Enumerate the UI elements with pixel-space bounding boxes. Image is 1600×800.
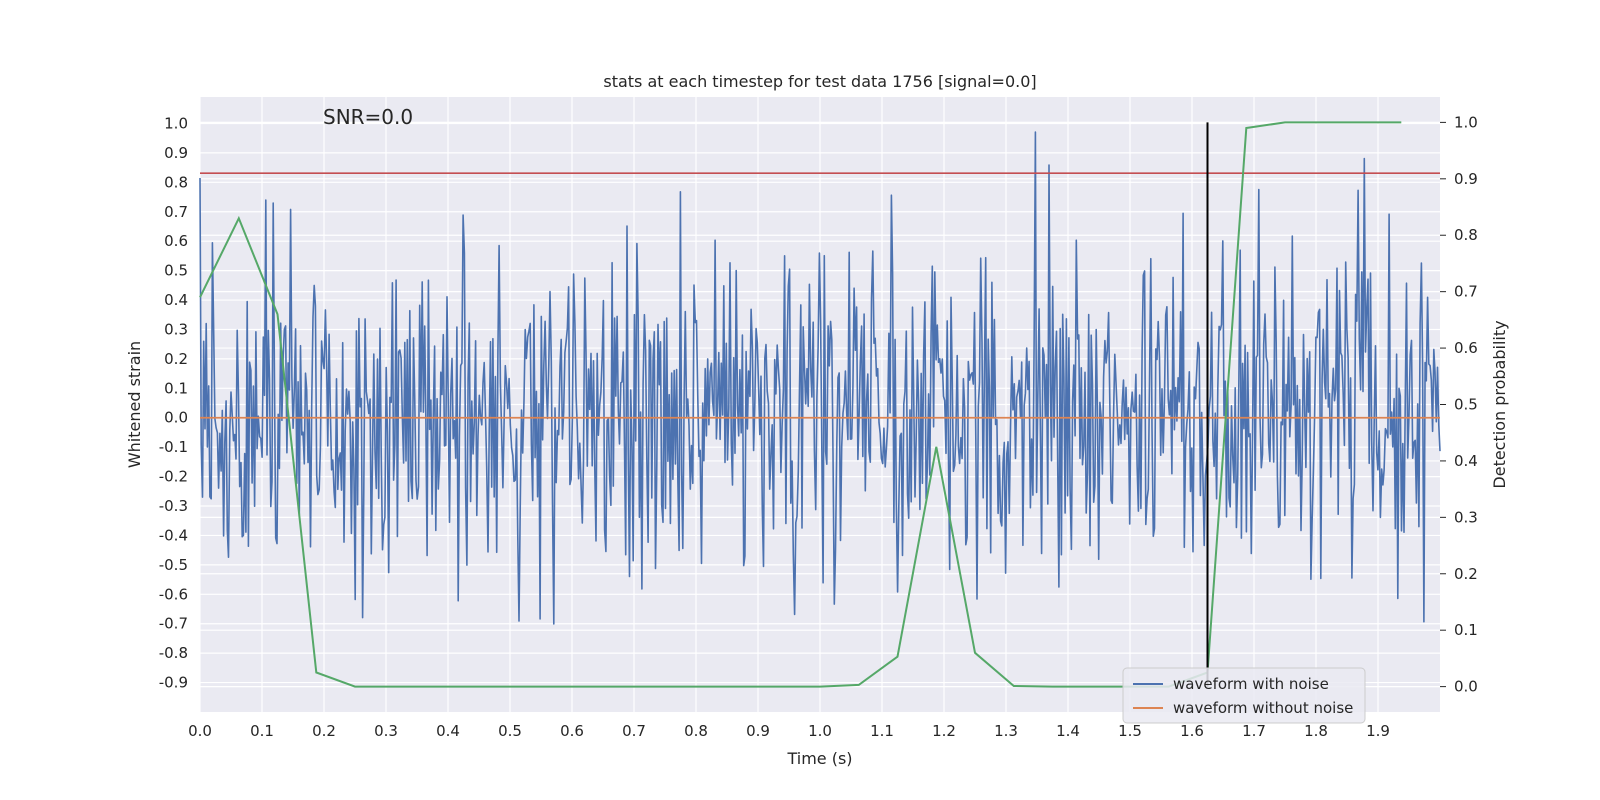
- y2-tick-label: 0.9: [1454, 170, 1478, 188]
- waveform-with-noise-line: [199, 131, 1441, 625]
- axes-layer: 0.0 0.1 0.2 0.3 0.4 0.5 0.6 0.7 0.8 0.9 1.0 1.1 1.2 1…: [159, 113, 1478, 740]
- grid-lines: [199, 97, 1440, 712]
- x-axis-label: Time (s): [786, 749, 852, 768]
- y-tick-label: -0.4: [159, 526, 188, 544]
- x-tick-label: 0.9: [746, 722, 770, 740]
- legend: waveform with noise waveform without noi…: [1122, 667, 1366, 724]
- x-tick-label: 0.6: [560, 722, 584, 740]
- y-tick-label: 0.8: [164, 173, 188, 191]
- y2-tick-label: 0.7: [1454, 283, 1478, 301]
- y-tick-label: -0.8: [159, 644, 188, 662]
- x-tick-label: 0.8: [684, 722, 708, 740]
- y-tick-label: -0.7: [159, 615, 188, 633]
- y2-tick-label: 1.0: [1454, 113, 1478, 131]
- x-tick-label: 1.0: [808, 722, 832, 740]
- y-tick-label: -0.9: [159, 674, 188, 692]
- y2-tick-label: 0.5: [1454, 396, 1478, 414]
- y-tick-label: 0.4: [164, 291, 188, 309]
- y-tick-label: 0.6: [164, 232, 188, 250]
- x-tick-label: 1.7: [1242, 722, 1266, 740]
- x-tick-label: 1.5: [1118, 722, 1142, 740]
- y-tick-label: 0.0: [164, 409, 188, 427]
- y-tick-label: -0.5: [159, 556, 188, 574]
- y-tick-label: -0.1: [159, 438, 188, 456]
- y-tick-label: 0.3: [164, 320, 188, 338]
- y-tick-label: 0.2: [164, 350, 188, 368]
- y2-tick-label: 0.3: [1454, 508, 1478, 526]
- y2-tick-label: 0.8: [1454, 226, 1478, 244]
- x-tick-label: 0.2: [312, 722, 336, 740]
- y2-tick-label: 0.0: [1454, 678, 1478, 696]
- y-tick-label: 0.7: [164, 203, 188, 221]
- y2-tick-label: 0.2: [1454, 565, 1478, 583]
- legend-label-with-noise: waveform with noise: [1173, 675, 1329, 693]
- x-tick-label: 1.3: [994, 722, 1018, 740]
- y2-axis-label: Detection probability: [1490, 320, 1509, 488]
- y2-tick-label: 0.1: [1454, 621, 1478, 639]
- x-tick-label: 1.2: [932, 722, 956, 740]
- y-tick-label: -0.2: [159, 468, 188, 486]
- chart-title: stats at each timestep for test data 175…: [603, 72, 1036, 91]
- y-tick-label: -0.3: [159, 497, 188, 515]
- x-tick-label: 1.4: [1056, 722, 1080, 740]
- x-tick-label: 0.4: [436, 722, 460, 740]
- x-tick-label: 1.1: [870, 722, 894, 740]
- x-tick-label: 1.8: [1304, 722, 1328, 740]
- y-tick-label: 1.0: [164, 114, 188, 132]
- legend-label-without-noise: waveform without noise: [1173, 699, 1353, 717]
- y-tick-label: 0.5: [164, 262, 188, 280]
- legend-box: [1122, 667, 1366, 724]
- x-tick-label: 1.9: [1366, 722, 1390, 740]
- x-tick-label: 0.7: [622, 722, 646, 740]
- x-tick-label: 0.1: [250, 722, 274, 740]
- y-tick-label: -0.6: [159, 585, 188, 603]
- x-tick-label: 0.5: [498, 722, 522, 740]
- snr-annotation: SNR=0.0: [323, 105, 413, 129]
- x-tick-label: 0.0: [188, 722, 212, 740]
- y2-tick-label: 0.4: [1454, 452, 1478, 470]
- x-tick-label: 1.6: [1180, 722, 1204, 740]
- series-layer: [199, 121, 1441, 688]
- y-tick-label: 0.1: [164, 379, 188, 397]
- y-tick-label: 0.9: [164, 144, 188, 162]
- y-axis-label: Whitened strain: [125, 341, 144, 468]
- x-tick-label: 0.3: [374, 722, 398, 740]
- y2-tick-label: 0.6: [1454, 339, 1478, 357]
